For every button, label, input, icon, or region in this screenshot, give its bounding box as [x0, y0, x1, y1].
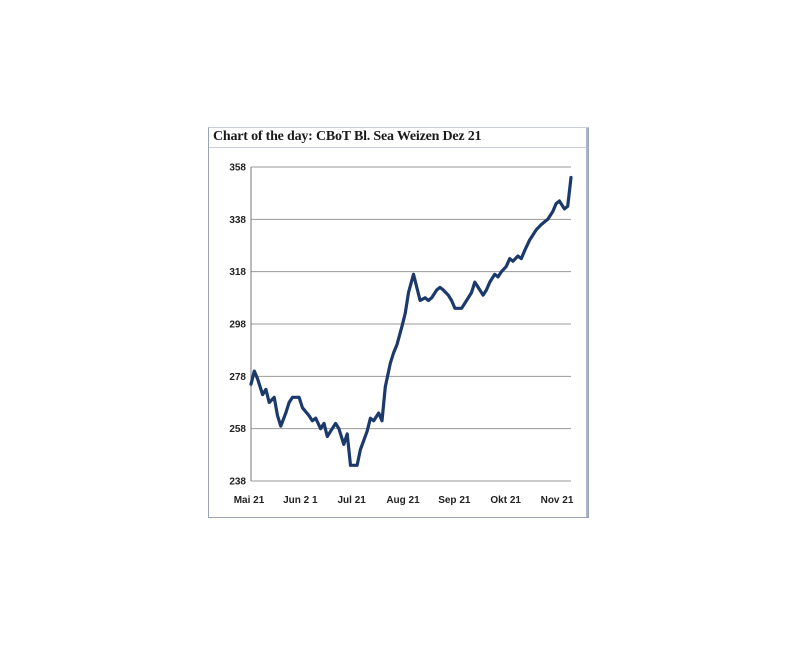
chart-title-bar: Chart of the day: CBoT Bl. Sea Weizen De… [209, 128, 588, 148]
y-tick-label: 338 [229, 215, 246, 226]
x-tick-label: Jul 21 [337, 495, 366, 506]
y-tick-label: 298 [229, 320, 246, 331]
chart-frame: Chart of the day: CBoT Bl. Sea Weizen De… [208, 127, 589, 518]
y-tick-label: 278 [229, 372, 246, 383]
frame-right-rule [586, 128, 588, 517]
x-tick-label: Okt 21 [490, 495, 521, 506]
x-tick-label: Nov 21 [541, 495, 574, 506]
y-tick-label: 238 [229, 477, 246, 488]
x-tick-label: Sep 21 [438, 495, 471, 506]
y-tick-label: 258 [229, 424, 246, 435]
chart-title: Chart of the day: CBoT Bl. Sea Weizen De… [213, 129, 482, 144]
x-tick-label: Jun 2 1 [283, 495, 318, 506]
price-line [249, 175, 573, 467]
y-tick-label: 358 [229, 163, 246, 174]
y-axis: 238 258 278 298 318 338 358 [229, 163, 252, 488]
gridlines [251, 166, 571, 482]
y-tick-label: 318 [229, 267, 246, 278]
line-chart: 238 258 278 298 318 338 358 Mai 21 Jun 2 1 Jul 2… [229, 163, 574, 507]
x-axis: Mai 21 Jun 2 1 Jul 21 Aug 21 Sep 21 Okt 21 Nov… [234, 495, 574, 506]
x-tick-label: Mai 21 [234, 495, 265, 506]
x-tick-label: Aug 21 [386, 495, 420, 506]
